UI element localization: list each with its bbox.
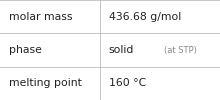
- Text: (at STP): (at STP): [164, 46, 197, 54]
- Text: molar mass: molar mass: [9, 12, 72, 22]
- Text: phase: phase: [9, 45, 42, 55]
- Text: 436.68 g/mol: 436.68 g/mol: [109, 12, 181, 22]
- Text: 160 °C: 160 °C: [109, 78, 146, 88]
- Text: solid: solid: [109, 45, 134, 55]
- Text: melting point: melting point: [9, 78, 82, 88]
